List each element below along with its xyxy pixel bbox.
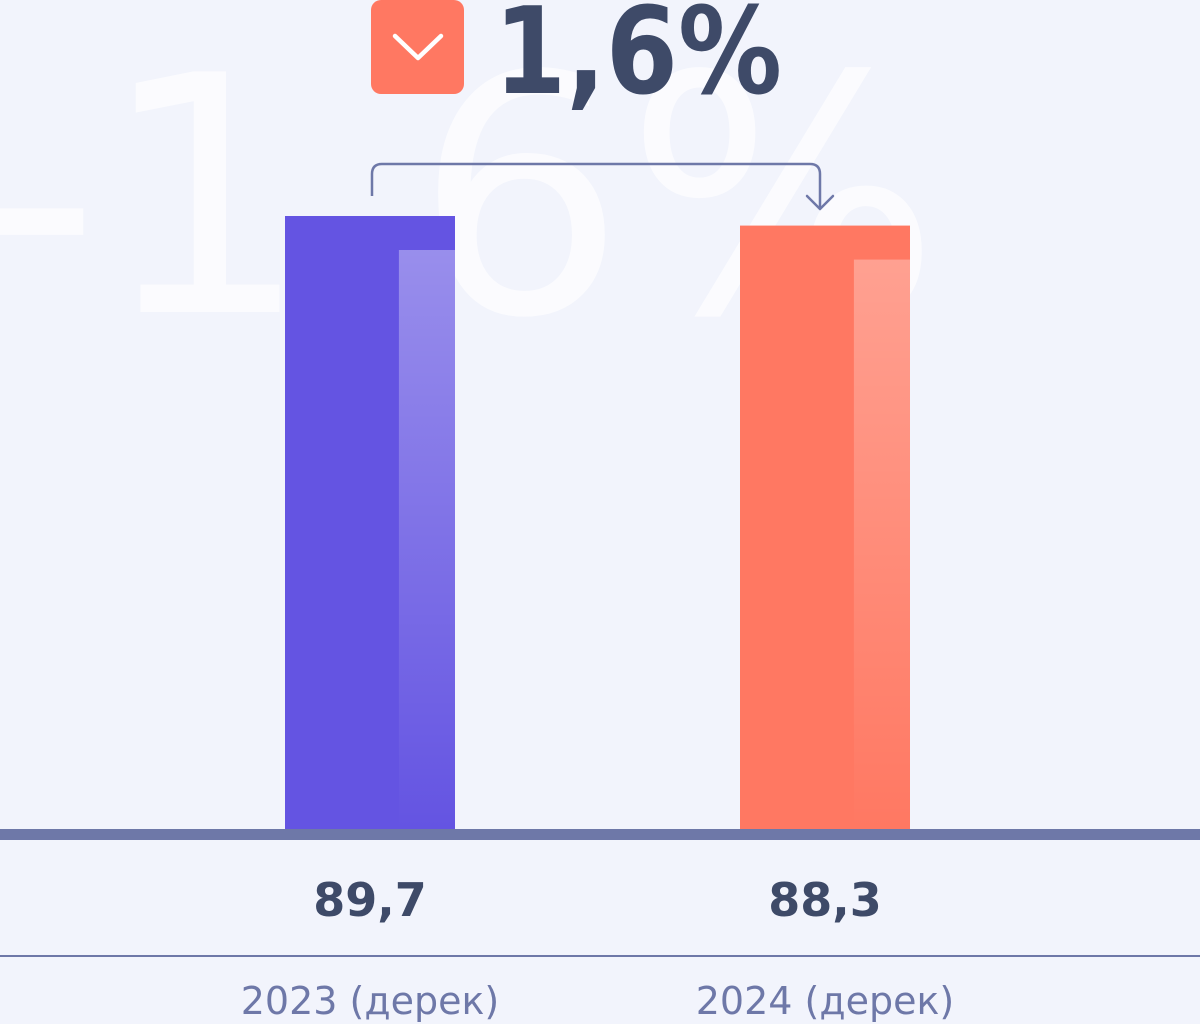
decrease-badge	[371, 0, 464, 94]
category-label-2: 2024 (дерек)	[696, 979, 955, 1023]
labels-group: 89,7 2023 (дерек) 88,3 2024 (дерек)	[241, 873, 955, 1023]
comparison-arrowhead-icon	[805, 194, 835, 211]
bar-2-value-label: 88,3	[768, 873, 882, 927]
bars-group	[285, 216, 910, 830]
bar-1-value-label: 89,7	[313, 873, 427, 927]
category-label-1: 2023 (дерек)	[241, 979, 500, 1023]
comparison-bracket	[370, 162, 822, 208]
x-axis-baseline	[0, 829, 1200, 840]
category-separator	[0, 955, 1200, 957]
bar-1-sheen	[398, 250, 455, 830]
bar-2-sheen	[853, 259, 910, 830]
chevron-down-icon	[392, 33, 444, 61]
headline-change-value: 1,6%	[494, 0, 782, 122]
